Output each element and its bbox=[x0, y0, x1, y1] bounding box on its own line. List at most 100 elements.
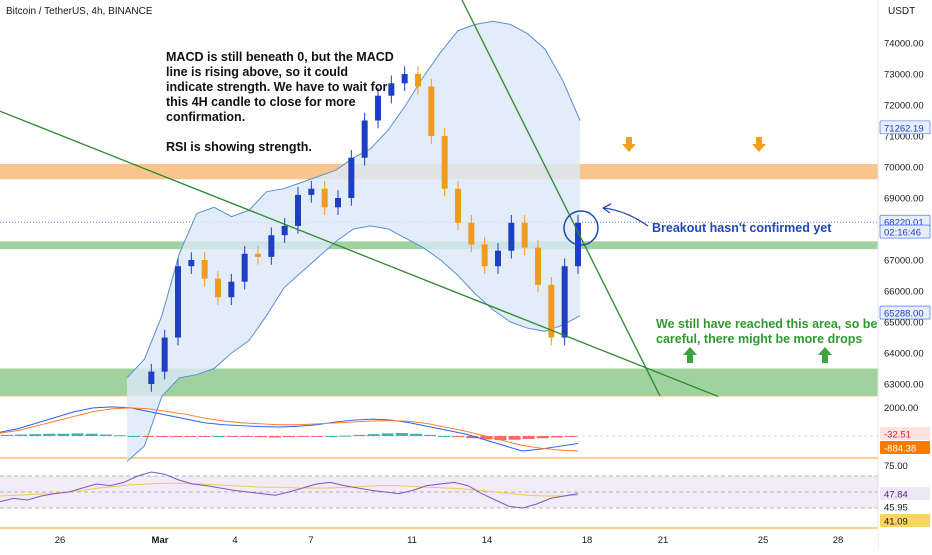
price-tag bbox=[879, 305, 931, 320]
time-tick-label: Mar bbox=[152, 535, 169, 546]
down-arrow-icon bbox=[752, 137, 766, 152]
price-tick-label: 70000.00 bbox=[884, 163, 924, 174]
rsi-band bbox=[0, 476, 878, 508]
signal-line bbox=[0, 407, 579, 452]
candle-body bbox=[495, 250, 501, 267]
macd-histogram-bar bbox=[494, 436, 507, 441]
candle-body bbox=[348, 157, 355, 198]
candle-body bbox=[401, 74, 408, 84]
price-axis: 63000.00 64000.00 65000.00 66000.00 67000.00… bbox=[877, 0, 932, 550]
candle-body bbox=[455, 188, 461, 223]
macd-histogram-bar bbox=[550, 436, 563, 438]
macd-tag bbox=[880, 427, 930, 440]
macd-histogram-bar bbox=[43, 433, 56, 436]
rsi-ma-line bbox=[0, 482, 579, 497]
price-tick-label: 63000.00 bbox=[884, 380, 924, 391]
macd-tag bbox=[880, 441, 930, 454]
macd-tick-label: 2000.00 bbox=[884, 403, 918, 414]
time-tick-label: 4 bbox=[232, 535, 237, 546]
macd-histogram-bar bbox=[339, 435, 352, 437]
candle-body bbox=[188, 260, 195, 267]
macd-histogram-bar bbox=[170, 436, 183, 438]
price-tick-label: 67000.00 bbox=[884, 256, 924, 267]
macd-histogram-bar bbox=[226, 436, 239, 437]
macd-histogram-bar bbox=[325, 436, 338, 437]
candle-body bbox=[561, 266, 568, 338]
time-tick-label: 7 bbox=[308, 535, 313, 546]
macd-tag-label: -32.51 bbox=[884, 430, 911, 441]
annotation-markers bbox=[563, 137, 832, 363]
macd-histogram-bar bbox=[1, 434, 14, 436]
candle-body bbox=[361, 120, 368, 158]
macd-histogram-bar bbox=[438, 436, 451, 437]
time-tick-label: 25 bbox=[758, 535, 769, 546]
macd-histogram-bar bbox=[99, 434, 112, 436]
price-tag bbox=[879, 120, 931, 135]
steep-trendline bbox=[461, 0, 661, 397]
axis-background bbox=[878, 0, 932, 550]
macd-histogram-bar bbox=[311, 436, 324, 437]
time-tick-label: 11 bbox=[407, 535, 417, 546]
breakout-arrowhead bbox=[602, 203, 612, 214]
time-axis-bg bbox=[0, 530, 878, 550]
price-tag-label: 65288.00 bbox=[884, 309, 924, 320]
macd-histogram-bar bbox=[268, 436, 281, 438]
rsi-tag bbox=[880, 514, 930, 527]
lower-band bbox=[126, 225, 581, 462]
candles-layer bbox=[148, 66, 581, 392]
macd-histogram-bar bbox=[381, 433, 394, 436]
candle-body bbox=[441, 136, 448, 189]
macd-histogram-bar bbox=[57, 433, 70, 436]
descending-trendline bbox=[0, 110, 719, 398]
macd-histogram-bar bbox=[423, 434, 437, 436]
macd-histogram-bar bbox=[353, 434, 366, 436]
macd-histogram-bar bbox=[282, 436, 296, 438]
macd-histogram-bar bbox=[522, 436, 535, 439]
breakout-annotation: Breakout hasn't confirmed yet bbox=[652, 221, 832, 235]
candle-body bbox=[415, 74, 421, 87]
macd-histogram-bar bbox=[297, 436, 310, 437]
candle-body bbox=[468, 222, 475, 245]
up-arrow-icon bbox=[683, 347, 697, 363]
candle-body bbox=[241, 253, 248, 282]
rsi-tick-label: 75.00 bbox=[884, 461, 908, 472]
candle-body bbox=[481, 244, 488, 267]
price-tick-label: 64000.00 bbox=[884, 349, 924, 360]
candle-body bbox=[521, 222, 528, 248]
macd-histogram-bar bbox=[409, 433, 422, 436]
price-tag-label: 02:16:46 bbox=[884, 228, 921, 239]
candle-body bbox=[281, 225, 288, 236]
macd-histogram-bar bbox=[85, 433, 98, 436]
macd-line bbox=[0, 406, 579, 452]
macd-histogram-bar bbox=[141, 436, 155, 437]
trendlines-layer bbox=[0, 0, 719, 398]
macd-histogram-bar bbox=[254, 436, 267, 438]
macd-histogram-bar bbox=[212, 436, 225, 437]
price-tick-label: 71000.00 bbox=[884, 132, 924, 143]
band-fill bbox=[127, 21, 580, 462]
rsi-tag-label: 45.95 bbox=[884, 503, 908, 514]
price-tick-label: 66000.00 bbox=[884, 287, 924, 298]
candle-body bbox=[175, 266, 181, 338]
breakout-circle bbox=[563, 210, 599, 246]
candle-body bbox=[161, 337, 168, 372]
macd-histogram-bar bbox=[156, 436, 169, 438]
macd-note: MACD is still beneath 0, but the MACD li… bbox=[166, 50, 394, 124]
price-tick-label: 69000.00 bbox=[884, 194, 924, 205]
candle-body bbox=[201, 260, 208, 279]
candle-body bbox=[388, 83, 395, 96]
macd-histogram-bar bbox=[113, 435, 126, 437]
chart-title: Bitcoin / TetherUS, 4h, BINANCE bbox=[6, 6, 153, 17]
macd-histogram-bar bbox=[564, 436, 577, 437]
time-tick-label: 18 bbox=[582, 535, 593, 546]
candle-body bbox=[548, 284, 555, 338]
macd-histogram-bar bbox=[198, 436, 211, 437]
currency-button[interactable]: USDT bbox=[888, 6, 916, 17]
candle-body bbox=[308, 188, 315, 195]
macd-histogram-bar bbox=[367, 434, 380, 436]
breakout-arrow bbox=[602, 207, 649, 227]
candle-body bbox=[375, 95, 381, 121]
candle-body bbox=[508, 222, 515, 251]
price-tag bbox=[879, 224, 931, 239]
